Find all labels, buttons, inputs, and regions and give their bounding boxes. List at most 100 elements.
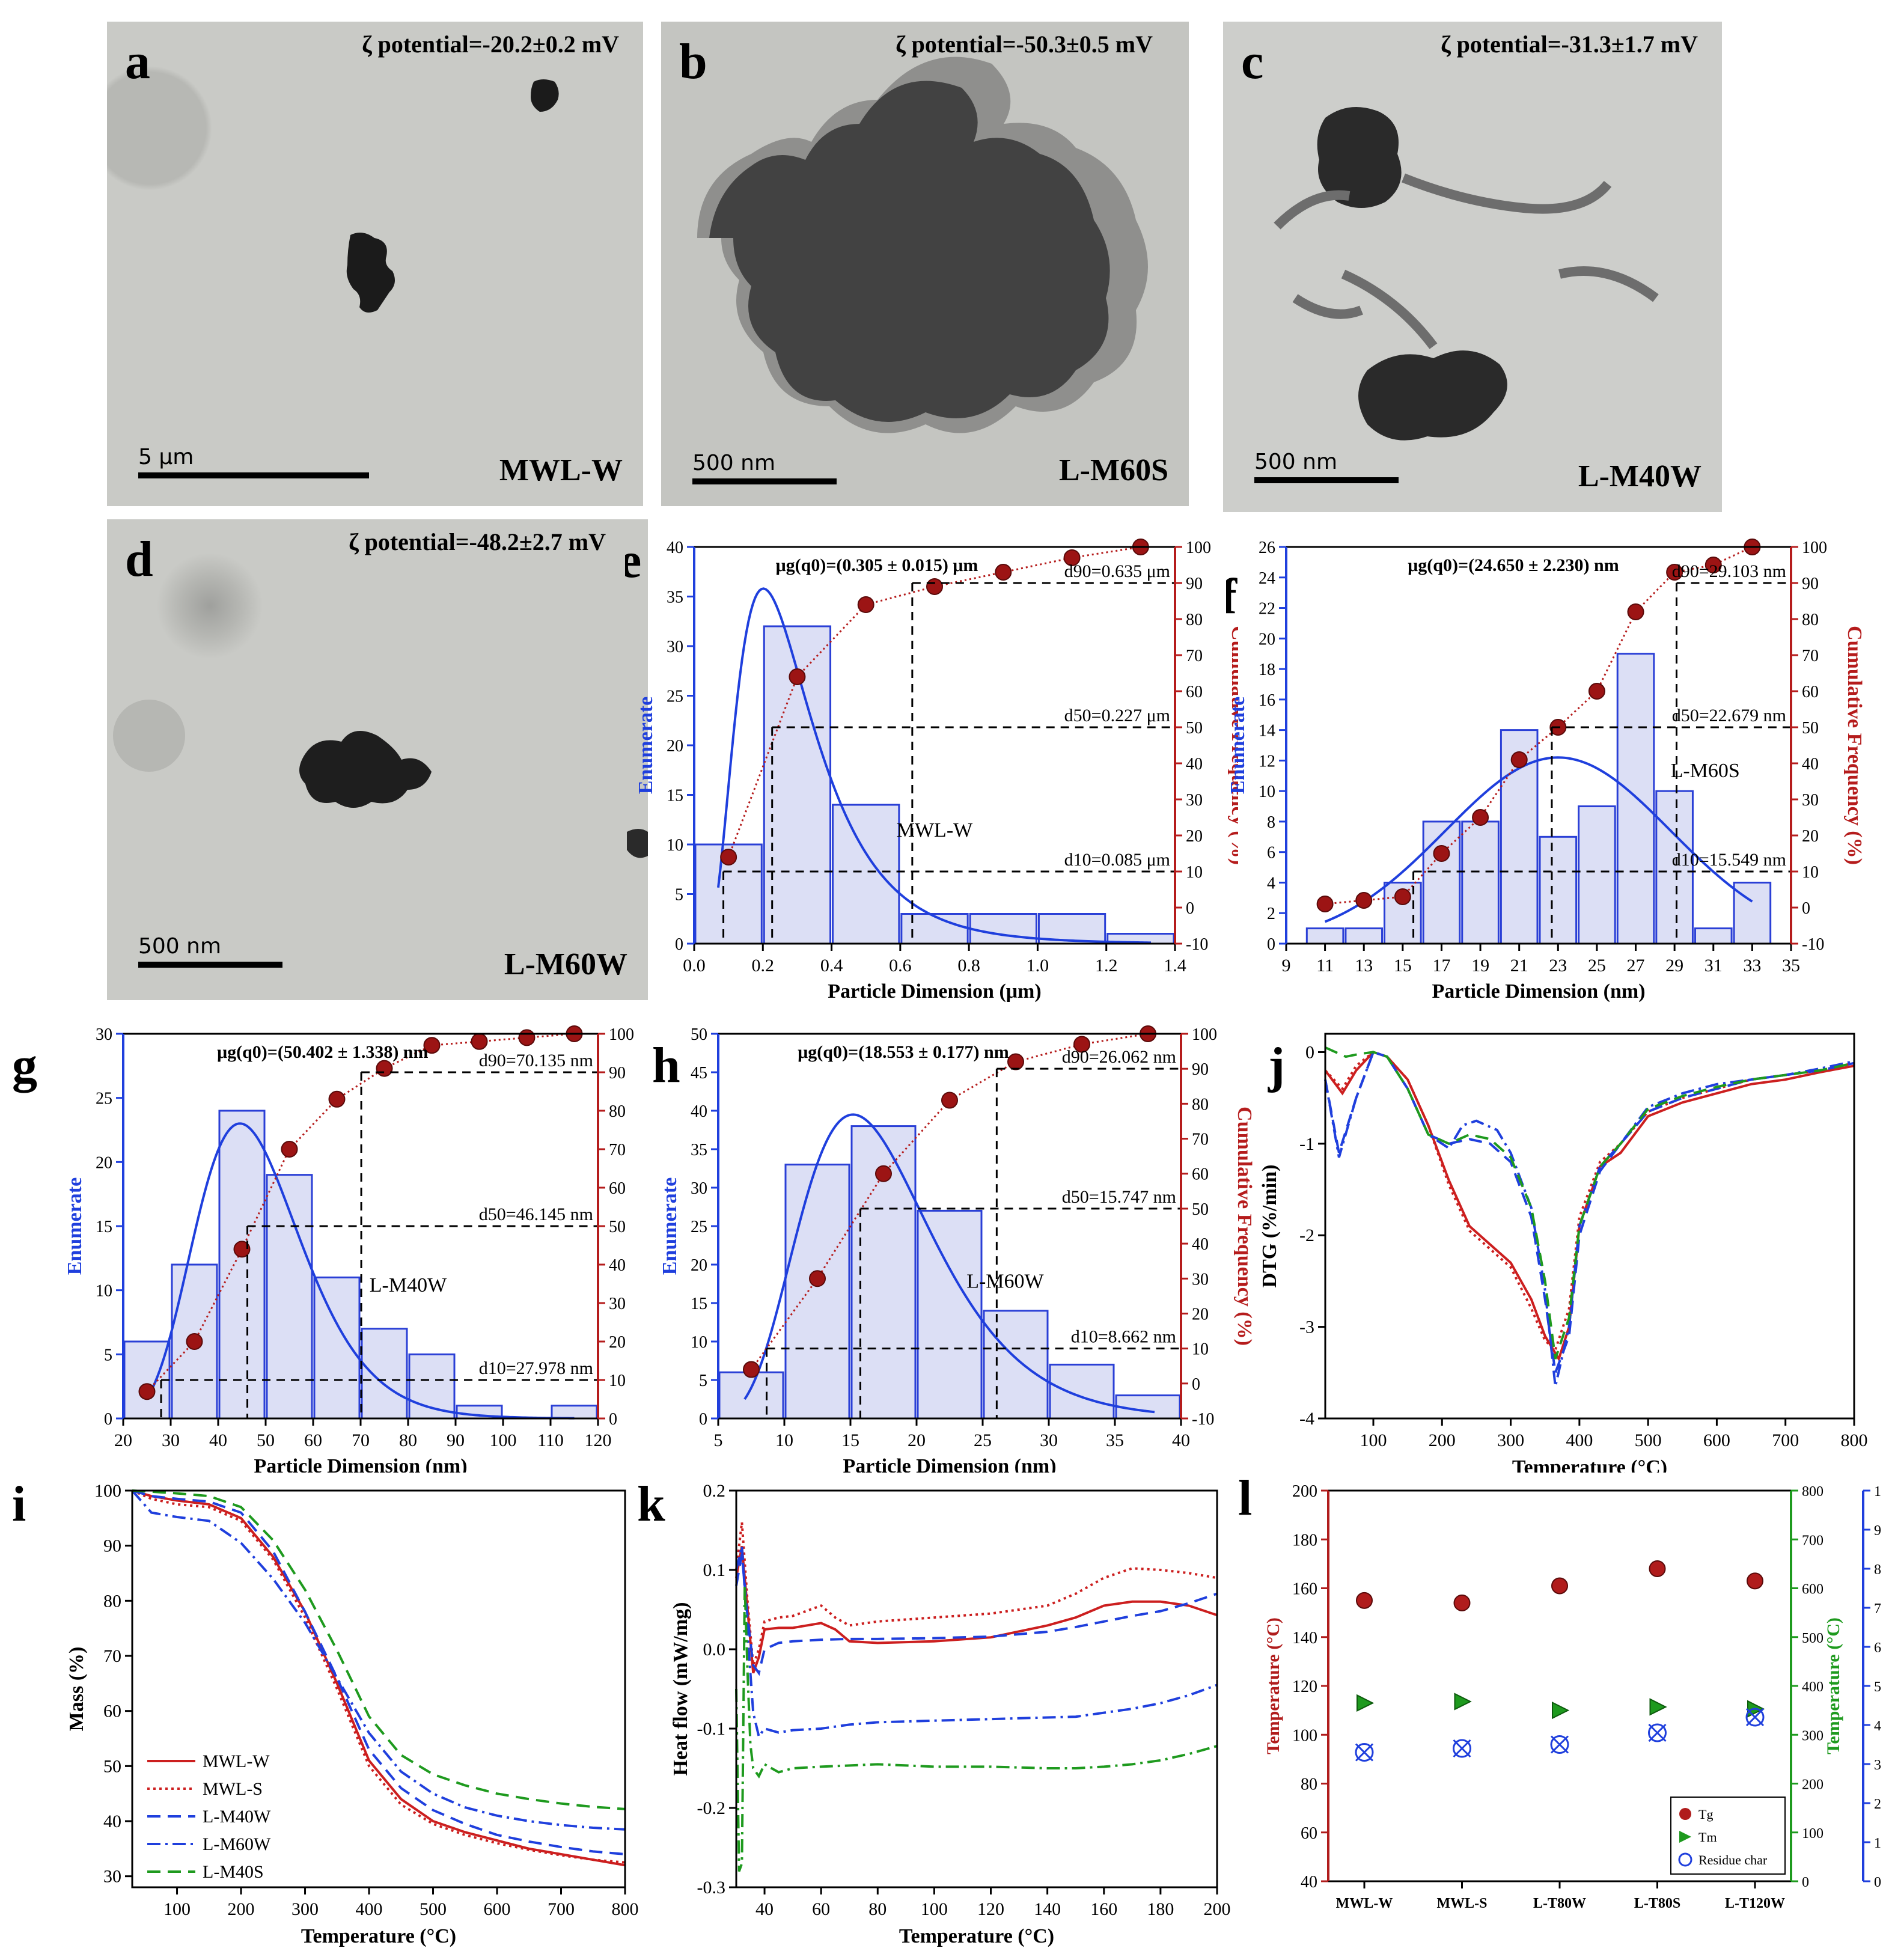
scale-bar-d bbox=[138, 962, 282, 968]
y2-tick-label: 40 bbox=[1192, 1235, 1209, 1254]
cumulative-point bbox=[941, 1091, 958, 1109]
x-tick-label: 33 bbox=[1743, 956, 1761, 975]
residue-point bbox=[1355, 1743, 1374, 1762]
histogram-bar bbox=[917, 1209, 983, 1420]
x-tick-label: 300 bbox=[291, 1899, 319, 1919]
y-tick-label: 26 bbox=[1259, 539, 1275, 557]
d50-label: d50=15.747 nm bbox=[1062, 1187, 1176, 1207]
y-tick-label: 10 bbox=[1259, 783, 1275, 801]
y-tick-label: 0 bbox=[1267, 935, 1275, 954]
histogram-bar bbox=[969, 913, 1037, 945]
y-tick-label: 25 bbox=[667, 688, 683, 706]
y-axis-title: Temperature (°C) bbox=[1263, 1617, 1283, 1754]
x-tick-label: 100 bbox=[921, 1899, 948, 1919]
series-line-l-m60w bbox=[131, 1489, 626, 1831]
y2-tick-label: 80 bbox=[1192, 1095, 1209, 1114]
x-tick-label: 160 bbox=[1090, 1899, 1117, 1919]
y2-tick-label: 800 bbox=[1802, 1484, 1823, 1500]
plot-frame bbox=[1324, 1033, 1855, 1420]
y2-tick-label: 80 bbox=[1186, 611, 1203, 629]
y-tick-label: 10 bbox=[691, 1333, 707, 1352]
y2-axis-title: Cumulative Frequency (%) bbox=[1227, 626, 1238, 865]
panel-letter-c: c bbox=[1241, 34, 1264, 90]
y-tick-label: 70 bbox=[103, 1646, 121, 1666]
legend-label: L-M40W bbox=[203, 1807, 271, 1827]
y2-tick-label: 600 bbox=[1802, 1582, 1823, 1598]
histogram-bar bbox=[832, 804, 900, 945]
histogram-bar bbox=[1422, 820, 1461, 945]
sample-label: L-M60W bbox=[966, 1270, 1044, 1292]
y-tick-label: 0 bbox=[1305, 1042, 1314, 1062]
y2-tick-label: 100 bbox=[1192, 1025, 1217, 1044]
y2-tick-label: 100 bbox=[609, 1025, 634, 1044]
panel-letter: l bbox=[1238, 1470, 1252, 1526]
x-tick-label: 23 bbox=[1549, 956, 1567, 975]
x-axis-title: Particle Dimension (nm) bbox=[843, 1455, 1056, 1473]
x-tick-label: 1.2 bbox=[1095, 956, 1118, 975]
residue-point bbox=[1453, 1739, 1471, 1758]
cumulative-point bbox=[423, 1037, 441, 1054]
y-tick-label: 60 bbox=[103, 1702, 121, 1721]
y-tick-label: 20 bbox=[96, 1153, 112, 1172]
x-tick-label: 30 bbox=[162, 1430, 180, 1450]
y2-tick-label: 0 bbox=[609, 1410, 617, 1429]
histogram-bar bbox=[266, 1174, 313, 1420]
sample-label-c: L-M40W bbox=[1578, 459, 1701, 493]
y-tick-label: 24 bbox=[1259, 569, 1275, 588]
cumulative-point bbox=[720, 849, 737, 866]
legend-marker bbox=[1679, 1831, 1691, 1843]
y2-tick-label: 50 bbox=[609, 1218, 626, 1236]
particle-blob-a1 bbox=[346, 233, 395, 313]
x-tick-label: 100 bbox=[1360, 1430, 1387, 1450]
y2-tick-label: 80 bbox=[609, 1102, 626, 1121]
x-tick-label: 29 bbox=[1665, 956, 1683, 975]
tm-point bbox=[1649, 1698, 1667, 1716]
x-tick-label: 60 bbox=[304, 1430, 322, 1450]
scale-bar-c bbox=[1254, 477, 1399, 483]
y2-tick-label: 90 bbox=[1802, 575, 1819, 593]
y-tick-label: 12 bbox=[1259, 752, 1275, 771]
y-axis-title: Mass (%) bbox=[66, 1647, 88, 1732]
y2-tick-label: 0 bbox=[1186, 899, 1194, 918]
cumulative-point bbox=[926, 578, 943, 595]
x-tick-label: 21 bbox=[1510, 956, 1528, 975]
y2-tick-label: 400 bbox=[1802, 1679, 1823, 1695]
cumulative-point bbox=[138, 1383, 156, 1400]
scale-label-b: 500 nm bbox=[692, 451, 776, 475]
y2-tick-label: 0 bbox=[1192, 1375, 1200, 1394]
y-tick-label: 16 bbox=[1259, 691, 1275, 710]
y2-tick-label: 20 bbox=[1192, 1305, 1209, 1323]
histogram-bar bbox=[718, 1371, 784, 1420]
y3-tick-label: 100 bbox=[1874, 1484, 1881, 1500]
y-tick-label: 10 bbox=[96, 1282, 112, 1301]
y-tick-label: -0.1 bbox=[697, 1719, 726, 1739]
y-tick-label: -0.2 bbox=[697, 1798, 726, 1818]
x-tick-label: 0.6 bbox=[889, 956, 912, 975]
x-tick-label: 0.2 bbox=[752, 956, 775, 975]
x-tick-label: 70 bbox=[352, 1430, 370, 1450]
series-line-l-m40s bbox=[1325, 1046, 1855, 1360]
x-tick-label: 35 bbox=[1106, 1430, 1124, 1450]
y-axis-title: Enumerate bbox=[659, 1177, 681, 1275]
y2-tick-label: 50 bbox=[1802, 719, 1819, 737]
sample-label-a: MWL-W bbox=[499, 453, 623, 487]
x-tick-label: 100 bbox=[163, 1899, 191, 1919]
histogram-bar bbox=[1461, 820, 1500, 945]
histogram-bar bbox=[1305, 927, 1344, 945]
x-tick-label: 5 bbox=[714, 1430, 723, 1450]
x-tick-label: 17 bbox=[1432, 956, 1450, 975]
y2-tick-label: 60 bbox=[1192, 1165, 1209, 1184]
x-tick-label: 20 bbox=[908, 1430, 926, 1450]
cumulative-point bbox=[471, 1033, 488, 1050]
x-tick-label: 180 bbox=[1147, 1899, 1174, 1919]
tg-point bbox=[1356, 1592, 1373, 1609]
lognormal-fit-curve bbox=[145, 1122, 575, 1420]
histogram-bar bbox=[1616, 653, 1655, 945]
y2-tick-label: 300 bbox=[1802, 1728, 1823, 1744]
histogram-bar bbox=[1694, 927, 1733, 945]
cumulative-point bbox=[1433, 845, 1450, 862]
d50-label: d50=22.679 nm bbox=[1672, 706, 1786, 725]
x-tick-label: 300 bbox=[1497, 1430, 1524, 1450]
y-tick-label: 4 bbox=[1267, 874, 1275, 893]
y-tick-label: 140 bbox=[1292, 1629, 1317, 1647]
